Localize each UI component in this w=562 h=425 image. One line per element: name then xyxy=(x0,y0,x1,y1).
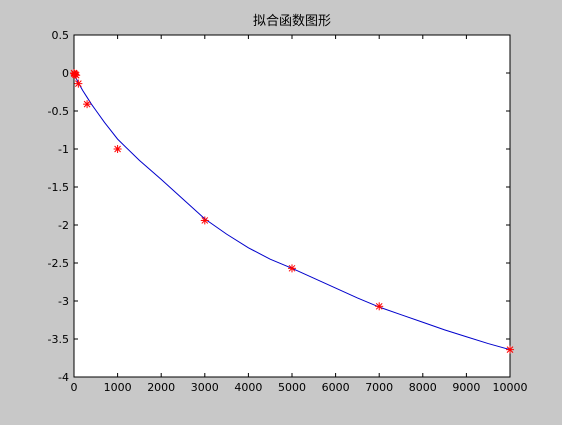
x-tick-label: 0 xyxy=(71,381,78,394)
data-point-marker xyxy=(288,264,296,273)
data-point-marker xyxy=(72,71,81,80)
data-point-marker xyxy=(506,345,514,354)
x-axis: 0 1000 2000 3000 4000 5000 6000 7000 8000 9000 100… xyxy=(71,35,528,394)
x-tick-label: 8000 xyxy=(409,381,437,394)
x-tick-label: 4000 xyxy=(234,381,262,394)
y-tick-label: -0.5 xyxy=(48,105,69,118)
y-tick-label: -4 xyxy=(58,371,69,384)
y-tick-label: -3 xyxy=(58,295,69,308)
x-tick-label: 1000 xyxy=(104,381,132,394)
y-tick-label: -1 xyxy=(58,143,69,156)
x-tick-label: 2000 xyxy=(147,381,175,394)
y-tick-label: -2 xyxy=(58,219,69,232)
data-point-marker xyxy=(375,302,384,311)
data-point-marker xyxy=(113,145,122,153)
y-tick-label: -2.5 xyxy=(48,257,69,270)
x-tick-label: 9000 xyxy=(452,381,480,394)
data-markers xyxy=(70,69,514,354)
x-tick-label: 10000 xyxy=(493,381,528,394)
y-axis: 0.5 0 -0.5 -1 -1.5 -2 -2.5 -3 -3.5 -4 xyxy=(48,29,510,384)
x-tick-label: 6000 xyxy=(322,381,350,394)
x-tick-label: 5000 xyxy=(278,381,306,394)
plot-area xyxy=(73,34,511,378)
data-point-marker xyxy=(200,216,209,225)
x-tick-label: 7000 xyxy=(365,381,393,394)
data-point-marker xyxy=(83,100,92,109)
y-tick-label: -3.5 xyxy=(48,333,69,346)
y-tick-label: -1.5 xyxy=(48,181,69,194)
y-tick-label: 0.5 xyxy=(52,29,70,42)
x-tick-label: 3000 xyxy=(191,381,219,394)
data-point-marker xyxy=(74,79,83,88)
chart-title: 拟合函数图形 xyxy=(253,14,331,29)
y-tick-label: 0 xyxy=(62,67,69,80)
